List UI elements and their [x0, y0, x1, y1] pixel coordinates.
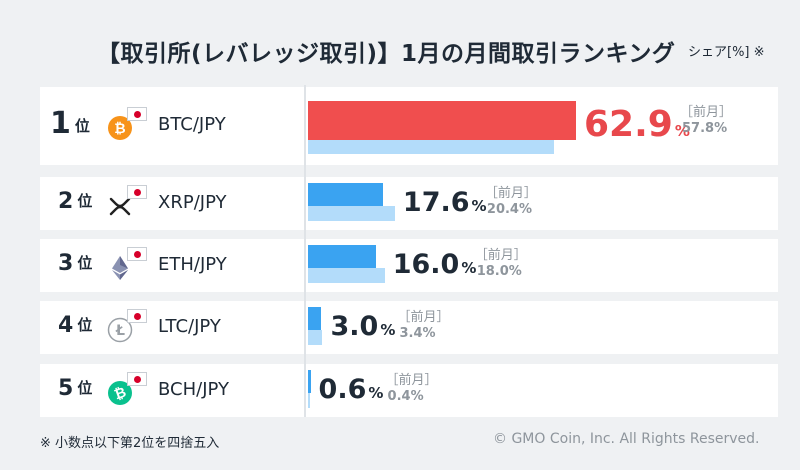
ranking-row: 4 位 Ł LTC/JPY 3.0% ［前月］ 3.4% — [40, 301, 778, 354]
ripple-icon — [107, 193, 133, 219]
previous-month-title: ［前月］ — [474, 247, 527, 263]
japan-flag-icon — [127, 371, 147, 386]
previous-month-value: 18.0% — [476, 263, 522, 279]
previous-month-value: 57.8% — [682, 121, 728, 136]
currency-pair: BCH/JPY — [158, 378, 229, 400]
rank-suffix: 位 — [77, 253, 93, 272]
svg-text:₿: ₿ — [114, 121, 125, 137]
previous-share-bar — [308, 206, 395, 221]
bitcoin-cash-icon: ₿ — [107, 380, 133, 406]
axis-divider — [304, 85, 306, 417]
current-share-bar — [308, 370, 311, 393]
previous-share-bar — [308, 268, 385, 283]
previous-month-label: ［前月］ 18.0% — [475, 248, 527, 280]
current-share-bar — [308, 101, 576, 140]
share-value-label: 3.0% — [330, 311, 395, 342]
currency-pair: BTC/JPY — [158, 114, 226, 135]
percent-sign: % — [368, 383, 384, 402]
unit-label: シェア[%] ※ — [688, 45, 765, 60]
share-value-label: 17.6% — [403, 187, 487, 218]
rank-number: 4 — [58, 312, 74, 338]
share-value-label: 16.0% — [393, 249, 477, 280]
current-share-bar — [308, 183, 383, 206]
share-value-label: 62.9% — [584, 104, 690, 145]
rank-suffix: 位 — [74, 117, 90, 135]
previous-month-value: 0.4% — [387, 388, 424, 404]
previous-share-bar — [308, 330, 323, 345]
share-value-label: 0.6% — [319, 374, 384, 405]
previous-month-label: ［前月］ 20.4% — [485, 186, 537, 218]
rank-suffix: 位 — [77, 315, 93, 334]
percent-sign: % — [461, 258, 477, 277]
rank-number: 5 — [58, 375, 74, 401]
japan-flag-icon — [127, 308, 147, 323]
bitcoin-icon: ₿ — [107, 115, 133, 141]
japan-flag-icon — [127, 246, 147, 261]
previous-month-label: ［前月］ 0.4% — [386, 373, 438, 405]
rank-number: 1 — [50, 106, 71, 141]
ranking-row: 2 位 XRP/JPY 17.6% ［前月］ 20.4% — [40, 177, 778, 230]
svg-text:Ł: Ł — [115, 323, 125, 339]
copyright: © GMO Coin, Inc. All Rights Reserved. — [493, 431, 760, 447]
current-share-bar — [308, 245, 377, 268]
percent-sign: % — [674, 122, 690, 140]
rank-number: 3 — [58, 250, 74, 276]
previous-share-bar — [308, 140, 555, 154]
share-value: 17.6 — [402, 186, 470, 218]
footnote: ※ 小数点以下第2位を四捨五入 — [40, 436, 220, 451]
ranking-row: 1 位 ₿ BTC/JPY 62.9% ［前月］ 57.8% — [40, 87, 778, 165]
previous-month-value: 3.4% — [399, 325, 436, 341]
ethereum-icon — [107, 255, 133, 281]
current-share-bar — [308, 307, 321, 330]
currency-pair: XRP/JPY — [158, 191, 227, 213]
currency-pair: ETH/JPY — [158, 253, 227, 275]
japan-flag-icon — [127, 184, 147, 199]
japan-flag-icon — [127, 107, 147, 121]
share-value: 3.0 — [330, 310, 379, 342]
rank-number: 2 — [58, 188, 74, 214]
header: 【取引所(レバレッジ取引)】1月の月間取引ランキング シェア[%] ※ — [0, 34, 800, 67]
share-value: 0.6 — [318, 373, 367, 405]
previous-month-title: ［前月］ — [385, 372, 438, 388]
chart-title: 【取引所(レバレッジ取引)】1月の月間取引ランキング — [97, 41, 676, 67]
previous-month-title: ［前月］ — [484, 185, 537, 201]
previous-month-title: ［前月］ — [680, 105, 733, 120]
ranking-row: 3 位 ETH/JPY 16.0% ［前月］ 18.0% — [40, 239, 778, 292]
percent-sign: % — [380, 320, 396, 339]
previous-month-label: ［前月］ 57.8% — [680, 105, 732, 137]
share-value: 62.9 — [584, 104, 673, 145]
previous-month-value: 20.4% — [486, 201, 533, 217]
rank-suffix: 位 — [77, 378, 93, 397]
rank-suffix: 位 — [77, 191, 93, 210]
previous-month-title: ［前月］ — [397, 309, 450, 325]
share-value: 16.0 — [392, 248, 460, 280]
currency-pair: LTC/JPY — [158, 315, 221, 337]
litecoin-icon: Ł — [107, 317, 133, 343]
previous-month-label: ［前月］ 3.4% — [397, 310, 449, 342]
previous-share-bar — [308, 393, 310, 408]
percent-sign: % — [471, 196, 487, 215]
ranking-row: 5 位 ₿ BCH/JPY 0.6% ［前月］ 0.4% — [40, 364, 778, 417]
svg-text:₿: ₿ — [112, 384, 128, 403]
